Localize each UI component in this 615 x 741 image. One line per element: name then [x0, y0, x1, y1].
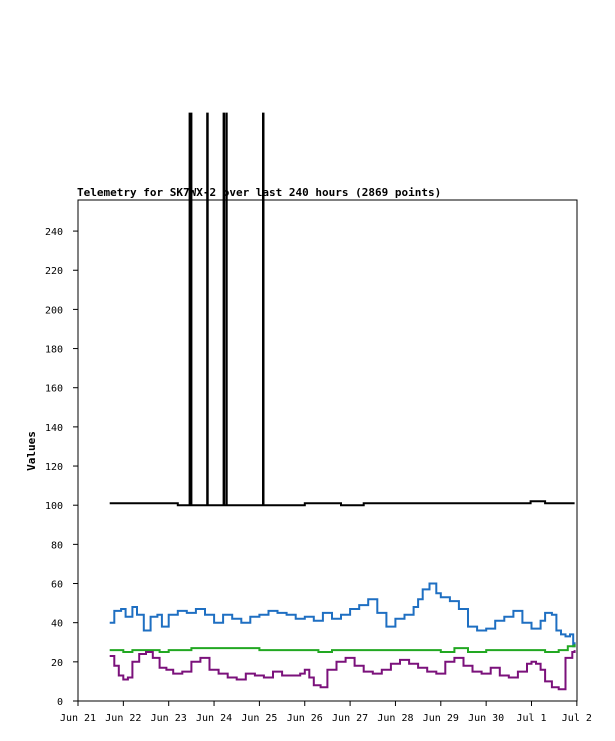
- series-line-2: [109, 582, 576, 648]
- y-tick-label: 100: [45, 501, 63, 512]
- y-tick-label: 180: [45, 345, 63, 356]
- x-tick-label: Jun 23: [151, 713, 187, 724]
- x-tick-label: Jun 28: [377, 713, 413, 724]
- y-tick-label: 40: [51, 619, 63, 630]
- y-tick-label: 120: [45, 462, 63, 473]
- x-tick-label: Jun 30: [468, 713, 504, 724]
- axis-layer: 0 20 40 60 80 100 120 140 160 180 200 220 240 Jun 21 J…: [45, 227, 592, 724]
- x-tick-label: Jun 26: [287, 713, 323, 724]
- plot-frame: [77, 199, 578, 702]
- series-line-4: [109, 650, 576, 691]
- y-tick-label: 0: [57, 697, 63, 708]
- x-tick-label: Jun 21: [60, 713, 96, 724]
- series-line-3: [109, 644, 576, 653]
- y-tick-label: 20: [51, 658, 63, 669]
- series-layer: [109, 112, 576, 691]
- y-tick-label: 220: [45, 266, 63, 277]
- y-tick-label: 80: [51, 540, 63, 551]
- series-line-1: [109, 112, 575, 507]
- y-tick-label: 160: [45, 384, 63, 395]
- y-axis-title: Values: [25, 431, 38, 471]
- y-tick-label: 60: [51, 580, 63, 591]
- x-tick-label: Jun 29: [423, 713, 459, 724]
- x-tick-label: Jun 27: [332, 713, 368, 724]
- x-tick-label: Jun 22: [105, 713, 141, 724]
- y-tick-label: 140: [45, 423, 63, 434]
- x-tick-label: Jun 25: [241, 713, 277, 724]
- x-tick-label: Jul 2: [562, 713, 592, 724]
- x-tick-label: Jul 1: [516, 713, 546, 724]
- y-tick-label: 200: [45, 305, 63, 316]
- chart-title: Telemetry for SK7WX-2 over last 240 hour…: [77, 186, 441, 199]
- y-tick-label: 240: [45, 227, 63, 238]
- x-tick-label: Jun 24: [196, 713, 232, 724]
